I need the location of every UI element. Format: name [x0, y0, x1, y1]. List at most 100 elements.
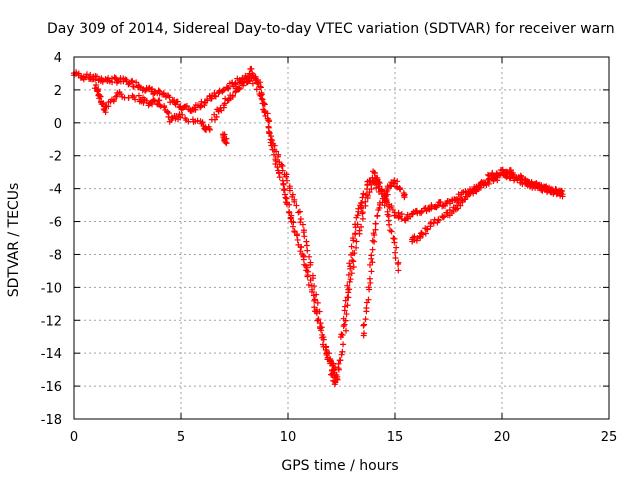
data-point — [125, 94, 132, 101]
data-point — [359, 194, 366, 201]
data-point — [395, 209, 402, 216]
data-point — [289, 223, 296, 230]
y-tick-label: -10 — [41, 281, 62, 296]
data-point — [347, 276, 354, 283]
data-point — [298, 243, 305, 250]
y-tick-label: -4 — [49, 183, 62, 198]
data-point — [434, 202, 441, 209]
series-branch-d — [360, 177, 408, 339]
data-point — [363, 304, 370, 311]
data-point — [207, 95, 214, 102]
data-point — [372, 220, 379, 227]
data-point — [260, 100, 267, 107]
data-point — [280, 180, 287, 187]
data-point — [261, 101, 268, 108]
data-point — [166, 94, 173, 101]
data-point — [397, 186, 404, 193]
data-point — [183, 102, 190, 109]
data-point — [129, 78, 136, 85]
data-point — [279, 177, 286, 184]
data-point — [349, 250, 356, 257]
data-point — [423, 225, 430, 232]
data-point — [365, 284, 372, 291]
data-point — [223, 139, 230, 146]
data-point — [235, 84, 242, 91]
data-point — [353, 238, 360, 245]
y-tick-label: -8 — [49, 248, 62, 263]
data-point — [248, 65, 255, 72]
data-point — [304, 247, 311, 254]
data-point — [110, 96, 117, 103]
data-point — [420, 231, 427, 238]
data-point — [360, 322, 367, 329]
data-point — [261, 109, 268, 116]
data-point — [199, 119, 206, 126]
data-point — [280, 187, 287, 194]
data-point — [112, 93, 119, 100]
data-point — [266, 118, 273, 125]
data-point — [358, 199, 365, 206]
grid-layer — [74, 57, 609, 419]
data-point — [253, 86, 260, 93]
data-point — [504, 168, 511, 175]
data-point — [303, 242, 310, 249]
data-point — [413, 237, 420, 244]
data-point — [526, 179, 533, 186]
data-point — [293, 202, 300, 209]
data-point — [398, 215, 405, 222]
data-point — [318, 327, 325, 334]
data-point — [155, 87, 162, 94]
data-point — [296, 208, 303, 215]
series-isolated — [219, 131, 230, 147]
data-point — [362, 198, 369, 205]
marks-layer — [70, 65, 566, 388]
data-point — [257, 92, 264, 99]
series-branch-a — [91, 82, 213, 133]
data-point — [300, 256, 307, 263]
x-tick-label: 20 — [494, 430, 511, 445]
data-point — [264, 110, 271, 117]
data-point — [388, 203, 395, 210]
data-point — [299, 221, 306, 228]
y-tick-label: -2 — [49, 150, 62, 165]
data-point — [206, 126, 213, 133]
data-point — [359, 210, 366, 217]
data-point — [87, 71, 94, 78]
data-point — [270, 151, 277, 158]
data-point — [142, 87, 149, 94]
data-point — [391, 239, 398, 246]
data-point — [485, 176, 492, 183]
data-point — [286, 201, 293, 208]
data-point — [383, 196, 390, 203]
data-point — [286, 208, 293, 215]
data-point — [345, 271, 352, 278]
data-point — [453, 196, 460, 203]
data-point — [258, 95, 265, 102]
data-point — [154, 100, 161, 107]
data-point — [266, 130, 273, 137]
data-point — [276, 174, 283, 181]
data-point — [392, 183, 399, 190]
data-point — [369, 246, 376, 253]
data-point — [395, 267, 402, 274]
series-branch-e — [409, 166, 566, 245]
data-point — [291, 228, 298, 235]
data-point — [94, 87, 101, 94]
data-point — [348, 243, 355, 250]
data-point — [225, 85, 232, 92]
data-point — [346, 260, 353, 267]
data-point — [422, 230, 429, 237]
x-tick-label: 15 — [387, 430, 404, 445]
data-point — [311, 304, 318, 311]
x-tick-label: 25 — [601, 430, 618, 445]
x-tick-label: 10 — [280, 430, 297, 445]
data-point — [430, 220, 437, 227]
data-point — [313, 310, 320, 317]
data-point — [182, 103, 189, 110]
data-point — [259, 96, 266, 103]
data-point — [320, 334, 327, 341]
data-point — [352, 230, 359, 237]
data-point — [301, 233, 308, 240]
data-point — [330, 360, 337, 367]
data-point — [342, 297, 349, 304]
